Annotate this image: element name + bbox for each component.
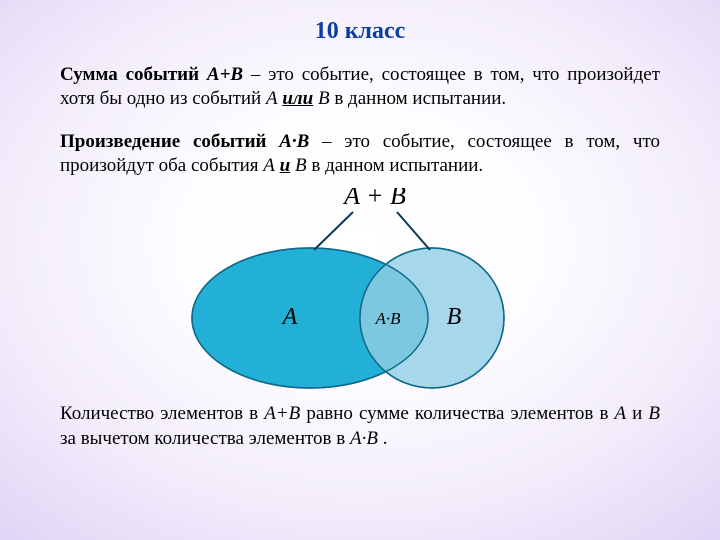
count-t3: и bbox=[626, 403, 648, 424]
count-e3: В bbox=[648, 403, 660, 424]
venn-label-b: B bbox=[447, 304, 462, 330]
paragraph-count: Количество элементов в А+В равно сумме к… bbox=[60, 402, 660, 451]
venn-label-a: A bbox=[281, 304, 298, 330]
paragraph-sum: Сумма событий А+В – это событие, состоящ… bbox=[60, 63, 660, 112]
count-t1: Количество элементов в bbox=[60, 403, 264, 424]
count-t2: равно сумме количества элементов в bbox=[300, 403, 614, 424]
venn-formula-top: A + B bbox=[342, 188, 406, 210]
page-title: 10 класс bbox=[0, 0, 720, 45]
venn-pointer-b bbox=[397, 212, 430, 250]
sum-tail: в данном испытании. bbox=[330, 88, 507, 109]
paragraph-product: Произведение событий А·В – это событие, … bbox=[60, 130, 660, 179]
prod-lead-expr: А·В bbox=[279, 131, 309, 152]
prod-tail: в данном испытании. bbox=[307, 155, 484, 176]
count-t4: за вычетом количества элементов в bbox=[60, 428, 350, 449]
prod-a: А bbox=[263, 155, 275, 176]
count-e2: А bbox=[614, 403, 626, 424]
venn-label-ab: A·B bbox=[374, 309, 401, 328]
sum-or: или bbox=[282, 88, 313, 109]
venn-diagram: A + B A B A·B bbox=[0, 188, 720, 398]
count-t5: . bbox=[378, 428, 388, 449]
prod-b: В bbox=[295, 155, 307, 176]
count-e1: А+В bbox=[264, 403, 300, 424]
sum-lead-bold: Сумма событий bbox=[60, 64, 207, 85]
prod-and: и bbox=[280, 155, 291, 176]
sum-b: В bbox=[318, 88, 330, 109]
venn-pointer-a bbox=[314, 212, 353, 250]
count-e4: А·В bbox=[350, 428, 378, 449]
sum-lead-expr: А+В bbox=[207, 64, 243, 85]
prod-lead-bold: Произведение событий bbox=[60, 131, 279, 152]
sum-a: А bbox=[266, 88, 278, 109]
